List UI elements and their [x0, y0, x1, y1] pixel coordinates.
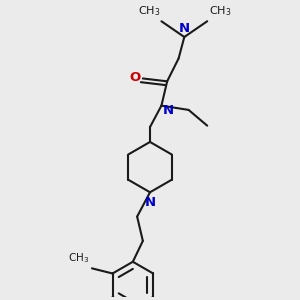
- Text: CH$_3$: CH$_3$: [68, 252, 90, 266]
- Text: N: N: [163, 104, 174, 117]
- Text: CH$_3$: CH$_3$: [137, 4, 160, 18]
- Text: N: N: [179, 22, 190, 35]
- Text: O: O: [130, 71, 141, 84]
- Text: N: N: [145, 196, 156, 209]
- Text: CH$_3$: CH$_3$: [208, 4, 231, 18]
